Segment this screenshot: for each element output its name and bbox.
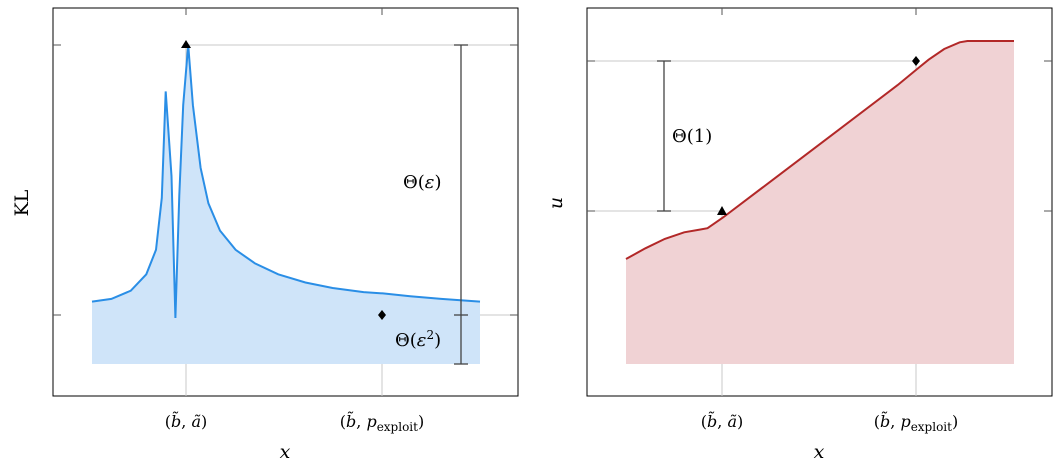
u-ylabel: u (545, 197, 567, 209)
kl-annotation-lower: Θ(ε2) (395, 328, 441, 351)
kl-annotation-upper: Θ(ε) (403, 172, 441, 193)
u-area-fill (626, 41, 1014, 364)
u-chart: Θ(1) (b̃, ã) (b̃, pexploit) x u (545, 7, 1053, 462)
kl-xlabel: x (280, 441, 291, 462)
u-xlabel: x (814, 441, 825, 462)
u-xtick-label-2: (b̃, pexploit) (874, 411, 958, 434)
u-series-line (625, 40, 1014, 260)
u-plot-frame (586, 7, 1053, 397)
kl-xtick-label-1: (b̃, ã) (165, 411, 207, 431)
u-xtick-label-1: (b̃, ã) (701, 411, 743, 431)
kl-series-line (91, 44, 481, 319)
kl-peak-marker (181, 40, 191, 48)
kl-xtick-label-2: (b̃, pexploit) (340, 411, 424, 434)
kl-area-fill (92, 45, 480, 364)
u-exploit-marker (912, 56, 920, 66)
kl-exploit-marker (378, 310, 386, 320)
u-proxy-marker (717, 206, 727, 215)
kl-ylabel: KL (11, 189, 33, 216)
u-annotation: Θ(1) (672, 126, 712, 147)
kl-plot-frame (52, 7, 519, 397)
kl-chart: Θ(ε) Θ(ε2) (b̃, ã) (b̃, pexploit) x KL (11, 7, 519, 462)
